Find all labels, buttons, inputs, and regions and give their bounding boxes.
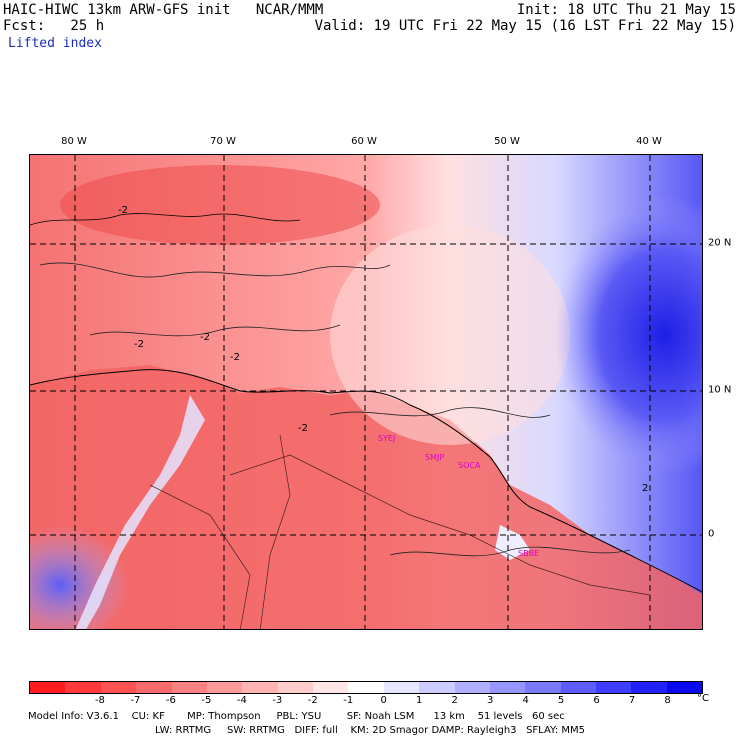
color-scale-segment <box>136 682 172 693</box>
coastline-north <box>30 369 702 593</box>
color-scale-segment <box>560 682 596 693</box>
map-svg: -2 -2 -2 -2 -2 2 <box>30 155 702 629</box>
lat-label-20n: 20 N <box>708 237 732 249</box>
color-scale-segment <box>631 682 667 693</box>
color-scale-tick-label: -6 <box>165 695 176 706</box>
caribbean-warm-area <box>60 165 380 245</box>
color-scale-tick-label: -7 <box>130 695 141 706</box>
atlantic-stable-area <box>555 195 702 475</box>
border-line-2 <box>259 434 291 629</box>
color-scale-unit: °C <box>697 693 709 704</box>
contour-label: -2 <box>134 339 144 350</box>
color-scale-bar <box>29 681 703 694</box>
lon-label-60w: 60 W <box>351 136 377 147</box>
contour-label: -2 <box>200 332 210 343</box>
andes-strip <box>75 395 205 629</box>
amazon-mouth <box>495 525 530 560</box>
station-smjp: SMJP <box>425 453 445 462</box>
lat-label-0: 0 <box>708 528 715 540</box>
color-scale-segment <box>242 682 278 693</box>
color-scale-tick-label: 7 <box>628 695 636 706</box>
color-scale-tick-label: -2 <box>307 695 318 706</box>
border-line-3 <box>149 484 251 629</box>
color-scale-segment <box>489 682 526 693</box>
color-scale-segment <box>454 682 490 693</box>
contour-label: 2 <box>642 483 648 494</box>
contour-label: -2 <box>298 423 308 434</box>
color-scale-tick-label: -5 <box>201 695 212 706</box>
color-scale-segment <box>277 682 313 693</box>
lon-label-80w: 80 W <box>61 136 87 147</box>
pacific-stable-area <box>30 525 130 629</box>
color-scale-tick-label: -8 <box>94 695 105 706</box>
color-scale-segment <box>596 682 632 693</box>
color-scale-tick-label: 6 <box>593 695 600 706</box>
color-scale-segment <box>171 682 207 693</box>
forecast-hour: Fcst: 25 h <box>3 18 105 34</box>
border-line-1 <box>229 454 651 596</box>
model-title: HAIC-HIWC 13km ARW-GFS init NCAR/MMM <box>3 2 324 18</box>
lifted-index-map: -2 -2 -2 -2 -2 2 SYEJ SMJP SOCA SBBE <box>29 154 703 630</box>
station-sbbe: SBBE <box>518 549 540 558</box>
field-name: Lifted index <box>8 36 102 51</box>
color-scale-tick-label: -1 <box>343 695 354 706</box>
station-soca: SOCA <box>458 461 481 470</box>
lon-label-40w: 40 W <box>636 136 662 147</box>
graticule <box>30 155 702 629</box>
color-scale-tick-label: 5 <box>557 695 565 706</box>
color-scale-segment <box>666 682 703 693</box>
color-scale-tick-label: 2 <box>451 695 458 706</box>
color-scale-tick-label: 4 <box>522 695 529 706</box>
color-scale-tick-label: 1 <box>416 695 423 706</box>
lat-label-10n: 10 N <box>708 384 732 396</box>
color-scale-tick-label: 8 <box>664 695 671 706</box>
color-scale-segment <box>419 682 455 693</box>
color-scale-segment <box>348 682 384 693</box>
lon-label-70w: 70 W <box>210 136 236 147</box>
color-scale-segment <box>525 682 561 693</box>
contour-label: -2 <box>230 352 240 363</box>
color-scale-tick-label: -4 <box>236 695 247 706</box>
contour-label: -2 <box>118 205 128 216</box>
contour-line-2 <box>89 324 341 337</box>
color-scale-segment <box>206 682 243 693</box>
init-time: Init: 18 UTC Thu 21 May 15 <box>516 2 736 18</box>
contour-line-4 <box>389 546 631 557</box>
model-info-line-1: Model Info: V3.6.1 CU: KF MP: Thompson P… <box>28 711 565 722</box>
color-scale-segment <box>313 682 349 693</box>
color-scale-segment <box>30 682 66 693</box>
color-scale-segment <box>65 682 101 693</box>
central-atlantic-area <box>330 225 570 445</box>
color-scale-tick-label: 3 <box>486 695 494 706</box>
color-scale-segment <box>100 682 137 693</box>
station-syej: SYEJ <box>378 434 396 443</box>
lon-label-50w: 50 W <box>494 136 520 147</box>
color-scale-segment <box>383 682 420 693</box>
contour-line-3 <box>329 407 551 418</box>
color-scale-tick-label: -3 <box>272 695 283 706</box>
model-info-line-2: LW: RRTMG SW: RRTMG DIFF: full KM: 2D Sm… <box>155 725 585 736</box>
color-scale-tick-label: 0 <box>380 695 387 706</box>
contour-line-1 <box>39 262 391 278</box>
valid-time: Valid: 19 UTC Fri 22 May 15 (16 LST Fri … <box>314 18 736 34</box>
